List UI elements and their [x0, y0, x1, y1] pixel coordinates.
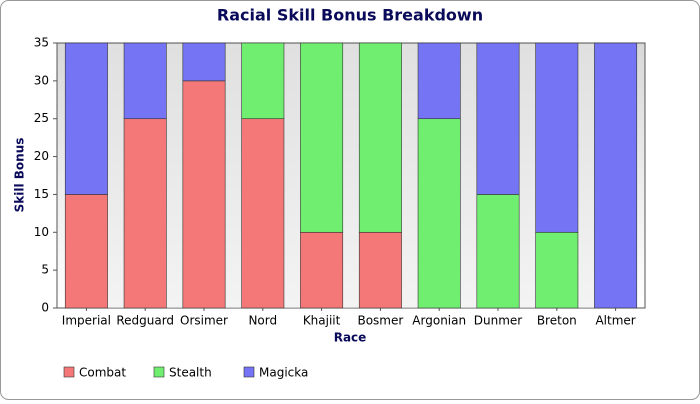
bar-segment: [64, 194, 108, 309]
y-tick-label: 15: [34, 187, 49, 201]
x-tick-label: Khajiit: [303, 314, 341, 328]
legend-swatch: [63, 366, 75, 378]
band-stripe: [166, 44, 183, 308]
x-tick-label: Dunmer: [474, 314, 523, 328]
x-tick-label: Altmer: [595, 314, 635, 328]
band-stripe: [343, 44, 359, 308]
x-tick-label: Nord: [248, 314, 277, 328]
band-stripe: [107, 44, 124, 308]
bar-segment: [594, 42, 638, 309]
legend-label: Stealth: [169, 366, 212, 380]
bar-segment: [535, 42, 579, 233]
bar-segment: [417, 118, 461, 309]
y-tick-label: 35: [34, 36, 49, 50]
chart-title: Racial Skill Bonus Breakdown: [217, 6, 483, 25]
bar-segment: [123, 42, 167, 120]
bar-segment: [358, 231, 402, 309]
bar-segment: [182, 42, 226, 82]
bar-segment: [535, 231, 579, 309]
band-stripe: [578, 44, 595, 308]
bar-segment: [241, 42, 285, 120]
bar-segment: [417, 42, 461, 120]
y-tick-label: 10: [34, 225, 49, 239]
bar-segment: [182, 80, 226, 309]
y-tick-label: 5: [41, 263, 49, 277]
y-tick-label: 30: [34, 73, 49, 87]
x-axis-label: Race: [334, 331, 367, 345]
x-tick-label: Breton: [537, 314, 577, 328]
x-tick-label: Redguard: [116, 314, 174, 328]
y-tick-label: 0: [41, 301, 49, 315]
band-stripe: [460, 44, 477, 308]
legend-label: Magicka: [259, 366, 308, 380]
legend-swatch: [243, 366, 255, 378]
legend-label: Combat: [79, 366, 126, 380]
legend-swatch: [153, 366, 165, 378]
x-tick-label: Argonian: [412, 314, 466, 328]
x-tick-label: Bosmer: [357, 314, 403, 328]
x-tick-label: Imperial: [62, 314, 111, 328]
y-tick-label: 25: [34, 111, 49, 125]
band-stripe: [519, 44, 536, 308]
bar-segment: [64, 42, 108, 195]
bar-segment: [476, 194, 520, 309]
bar-segment: [300, 42, 344, 233]
bar-segment: [300, 231, 344, 309]
band-stripe: [284, 44, 301, 308]
bar-segment: [241, 118, 285, 309]
x-tick-label: Orsimer: [180, 314, 228, 328]
bar-segment: [358, 42, 402, 233]
y-axis-label: Skill Bonus: [13, 138, 27, 213]
y-tick-label: 20: [34, 149, 49, 163]
band-stripe: [401, 44, 418, 308]
bar-segment: [123, 118, 167, 309]
band-stripe: [225, 44, 242, 308]
bar-segment: [476, 42, 520, 195]
